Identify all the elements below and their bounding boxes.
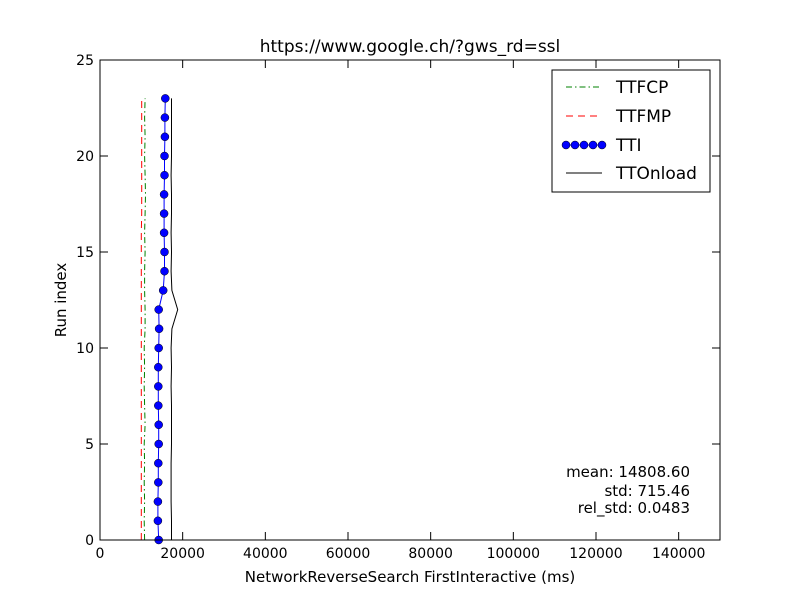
data-point-tti	[158, 286, 168, 295]
data-point-tti	[154, 420, 163, 430]
data-point-tti	[154, 382, 163, 391]
x-axis-label: NetworkReverseSearch FirstInteractive (m…	[245, 568, 576, 586]
legend-label-ttonload: TTOnload	[615, 164, 697, 184]
y-axis-label: Run index	[52, 263, 70, 338]
x-tick-label: 80000	[408, 546, 453, 562]
y-tick-label: 0	[85, 533, 94, 549]
y-tick-label: 10	[76, 341, 94, 357]
stats-annotation: mean: 14808.60 std: 715.46 rel_std: 0.04…	[566, 463, 690, 518]
series-line-ttonload	[170, 98, 179, 540]
y-tick-label: 5	[85, 437, 94, 453]
legend-label-ttfcp: TTFCP	[615, 78, 668, 98]
legend-marker-tti	[588, 140, 598, 150]
legend-label-tti: TTI	[615, 136, 641, 156]
x-tick-label: 40000	[243, 546, 288, 562]
legend-entry-tti: TTI	[561, 136, 641, 156]
legend-entry-ttfmp: TTFMP	[566, 107, 671, 127]
data-point-tti	[154, 305, 163, 314]
y-tick-label: 25	[76, 53, 94, 69]
data-point-tti	[154, 343, 163, 353]
data-point-tti	[154, 324, 164, 334]
legend-marker-tti	[561, 140, 571, 150]
axis-ticks: 0 20000 40000 60000 80000 100000 120000 140000 0…	[76, 53, 720, 562]
data-point-tti	[154, 478, 163, 487]
stats-std: std: 715.46	[604, 482, 690, 500]
series-line-tti	[157, 98, 166, 541]
data-point-tti	[160, 266, 169, 276]
axes-frame	[99, 59, 721, 541]
data-point-tti	[159, 228, 169, 238]
plot-marks	[140, 94, 179, 545]
data-point-tti	[153, 497, 163, 506]
series-ttonload	[170, 98, 179, 540]
y-tick-label: 15	[76, 245, 94, 261]
series-tti	[153, 94, 170, 545]
data-point-tti	[153, 516, 163, 526]
legend-entry-ttonload: TTOnload	[566, 164, 697, 184]
stats-mean: mean: 14808.60	[566, 463, 690, 481]
data-point-tti	[160, 132, 170, 142]
legend-label-ttfmp: TTFMP	[615, 107, 671, 127]
series-line-ttfcp	[143, 98, 147, 541]
x-tick-label: 0	[96, 546, 105, 562]
x-tick-label: 100000	[487, 546, 540, 562]
stats-rel-std: rel_std: 0.0483	[578, 499, 690, 518]
data-point-tti	[160, 170, 169, 180]
x-tick-label: 20000	[160, 546, 205, 562]
data-point-tti	[161, 94, 170, 103]
data-point-tti	[154, 458, 163, 468]
legend: TTFCP TTFMP TTI TTOnload	[551, 69, 711, 193]
data-point-tti	[154, 439, 163, 449]
series-ttfcp	[143, 98, 147, 541]
legend-box	[551, 69, 711, 193]
legend-marker-tti	[570, 140, 580, 150]
data-point-tti	[160, 151, 169, 161]
data-point-tti	[159, 190, 169, 199]
legend-marker-tti	[579, 140, 589, 150]
x-tick-label: 120000	[569, 546, 622, 562]
x-tick-label: 60000	[326, 546, 371, 562]
chart-title: https://www.google.ch/?gws_rd=ssl	[260, 37, 561, 57]
data-point-tti	[154, 401, 163, 410]
x-tick-label: 140000	[652, 546, 705, 562]
legend-entry-ttfcp: TTFCP	[566, 78, 668, 98]
data-point-tti	[154, 362, 163, 372]
data-point-tti	[160, 113, 170, 122]
legend-marker-tti	[597, 140, 607, 150]
data-point-tti	[159, 209, 169, 218]
y-tick-label: 20	[76, 149, 94, 165]
data-point-tti	[160, 247, 169, 257]
